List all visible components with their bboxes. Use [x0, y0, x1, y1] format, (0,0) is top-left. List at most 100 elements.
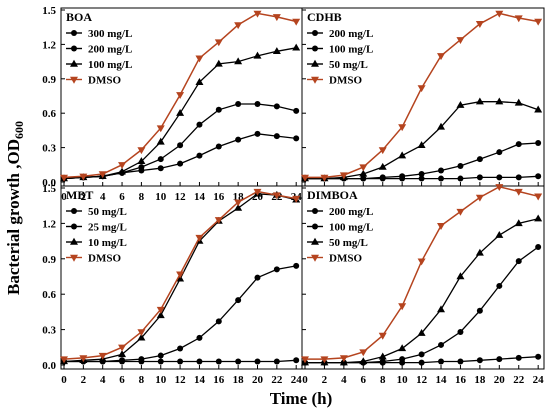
data-point [496, 282, 503, 289]
data-point [79, 173, 88, 181]
data-point [339, 355, 348, 363]
panel-title: BOA [66, 10, 92, 24]
data-point [157, 156, 164, 163]
data-point [418, 175, 425, 182]
data-point [215, 358, 222, 365]
legend: 200 mg/L 100 mg/L 50 mg/L DMSO [307, 206, 373, 265]
data-point [118, 167, 127, 175]
legend-label: 200 mg/L [329, 206, 373, 218]
data-point [234, 22, 243, 30]
panel-boa: 0.00.30.60.91.21.5024681012141618202224B… [42, 5, 303, 203]
legend-marker [71, 30, 77, 36]
legend-label: DMSO [88, 253, 121, 265]
y-axis-title-subscript: 600 [12, 121, 26, 139]
data-point [457, 162, 464, 169]
x-tick-label: 22 [513, 374, 525, 386]
data-point [235, 297, 242, 304]
data-point [98, 171, 107, 179]
x-tick-label: 8 [139, 191, 145, 203]
data-point [235, 101, 242, 108]
legend-label: 50 mg/L [88, 206, 127, 218]
y-tick-label: 1.2 [42, 218, 56, 230]
x-tick-label: 0 [302, 374, 308, 386]
legend-label: 200 mg/L [88, 44, 132, 56]
legend: 300 mg/L 200 mg/L 100 mg/L DMSO [66, 28, 132, 87]
legend-marker [311, 76, 319, 84]
data-point [196, 334, 203, 341]
data-point [138, 356, 145, 363]
x-tick-label: 20 [252, 191, 264, 203]
data-point [301, 174, 309, 182]
data-point [320, 174, 329, 182]
data-point [456, 272, 465, 280]
y-tick-label: 1.5 [42, 5, 56, 17]
data-point [457, 175, 464, 182]
data-point [214, 217, 223, 225]
data-point [495, 10, 504, 18]
data-point [495, 231, 504, 238]
x-tick-label: 14 [194, 374, 206, 386]
data-point [176, 92, 185, 100]
data-point [457, 358, 464, 365]
data-point [359, 164, 368, 172]
data-point [379, 358, 386, 365]
data-point [378, 162, 387, 170]
data-point [195, 55, 204, 63]
data-point [378, 147, 387, 155]
legend-label: 100 mg/L [329, 44, 373, 56]
data-point [254, 130, 261, 137]
data-point [156, 306, 165, 314]
x-tick-label: 4 [100, 191, 106, 203]
data-point [437, 223, 446, 230]
data-point [417, 328, 426, 336]
data-point [496, 149, 503, 156]
series-300-mg-l [61, 130, 300, 182]
x-tick-label: 2 [322, 374, 328, 386]
legend-marker [312, 208, 318, 214]
data-point [234, 199, 243, 207]
data-point [534, 193, 543, 201]
x-tick-label: 4 [341, 374, 347, 386]
data-point [438, 167, 445, 174]
x-tick-label: 0 [61, 374, 67, 386]
series-dmso [60, 10, 301, 182]
y-tick-label: 1.2 [42, 39, 56, 51]
data-point [156, 125, 165, 133]
data-point [496, 356, 503, 363]
series-dmso [301, 184, 543, 364]
x-tick-label: 18 [233, 191, 245, 203]
panel-mbt: 0.00.30.60.91.21.50 2 4 6 8 10 12 14 16 18 20 22 24M… [42, 183, 303, 386]
data-point [301, 356, 309, 364]
x-tick-label: 20 [252, 374, 264, 386]
legend-marker [71, 223, 77, 230]
data-point [398, 124, 407, 132]
data-point [456, 37, 465, 45]
legend-marker [311, 237, 319, 245]
data-point [535, 353, 542, 360]
data-point [234, 203, 243, 211]
panel-frame [301, 185, 545, 370]
data-point [359, 169, 368, 177]
data-point [195, 78, 204, 85]
data-point [157, 352, 164, 359]
data-point [515, 141, 522, 148]
data-point [293, 135, 300, 142]
data-point [417, 258, 426, 266]
data-point [417, 85, 426, 93]
data-point [253, 51, 262, 59]
data-point [137, 147, 146, 155]
data-point [496, 174, 503, 181]
legend: 50 mg/L 25 mg/L 10 mg/L DMSO [66, 206, 127, 265]
legend: 200 mg/L 100 mg/L 50 mg/L DMSO [307, 28, 373, 87]
y-tick-label: 0.9 [42, 74, 56, 86]
data-point [360, 175, 367, 182]
data-point [137, 333, 146, 341]
data-point [495, 97, 504, 105]
data-point [534, 214, 543, 222]
data-point [495, 184, 504, 192]
x-tick-label: 2 [81, 191, 87, 203]
legend-marker [70, 237, 78, 245]
legend-marker [312, 45, 318, 52]
